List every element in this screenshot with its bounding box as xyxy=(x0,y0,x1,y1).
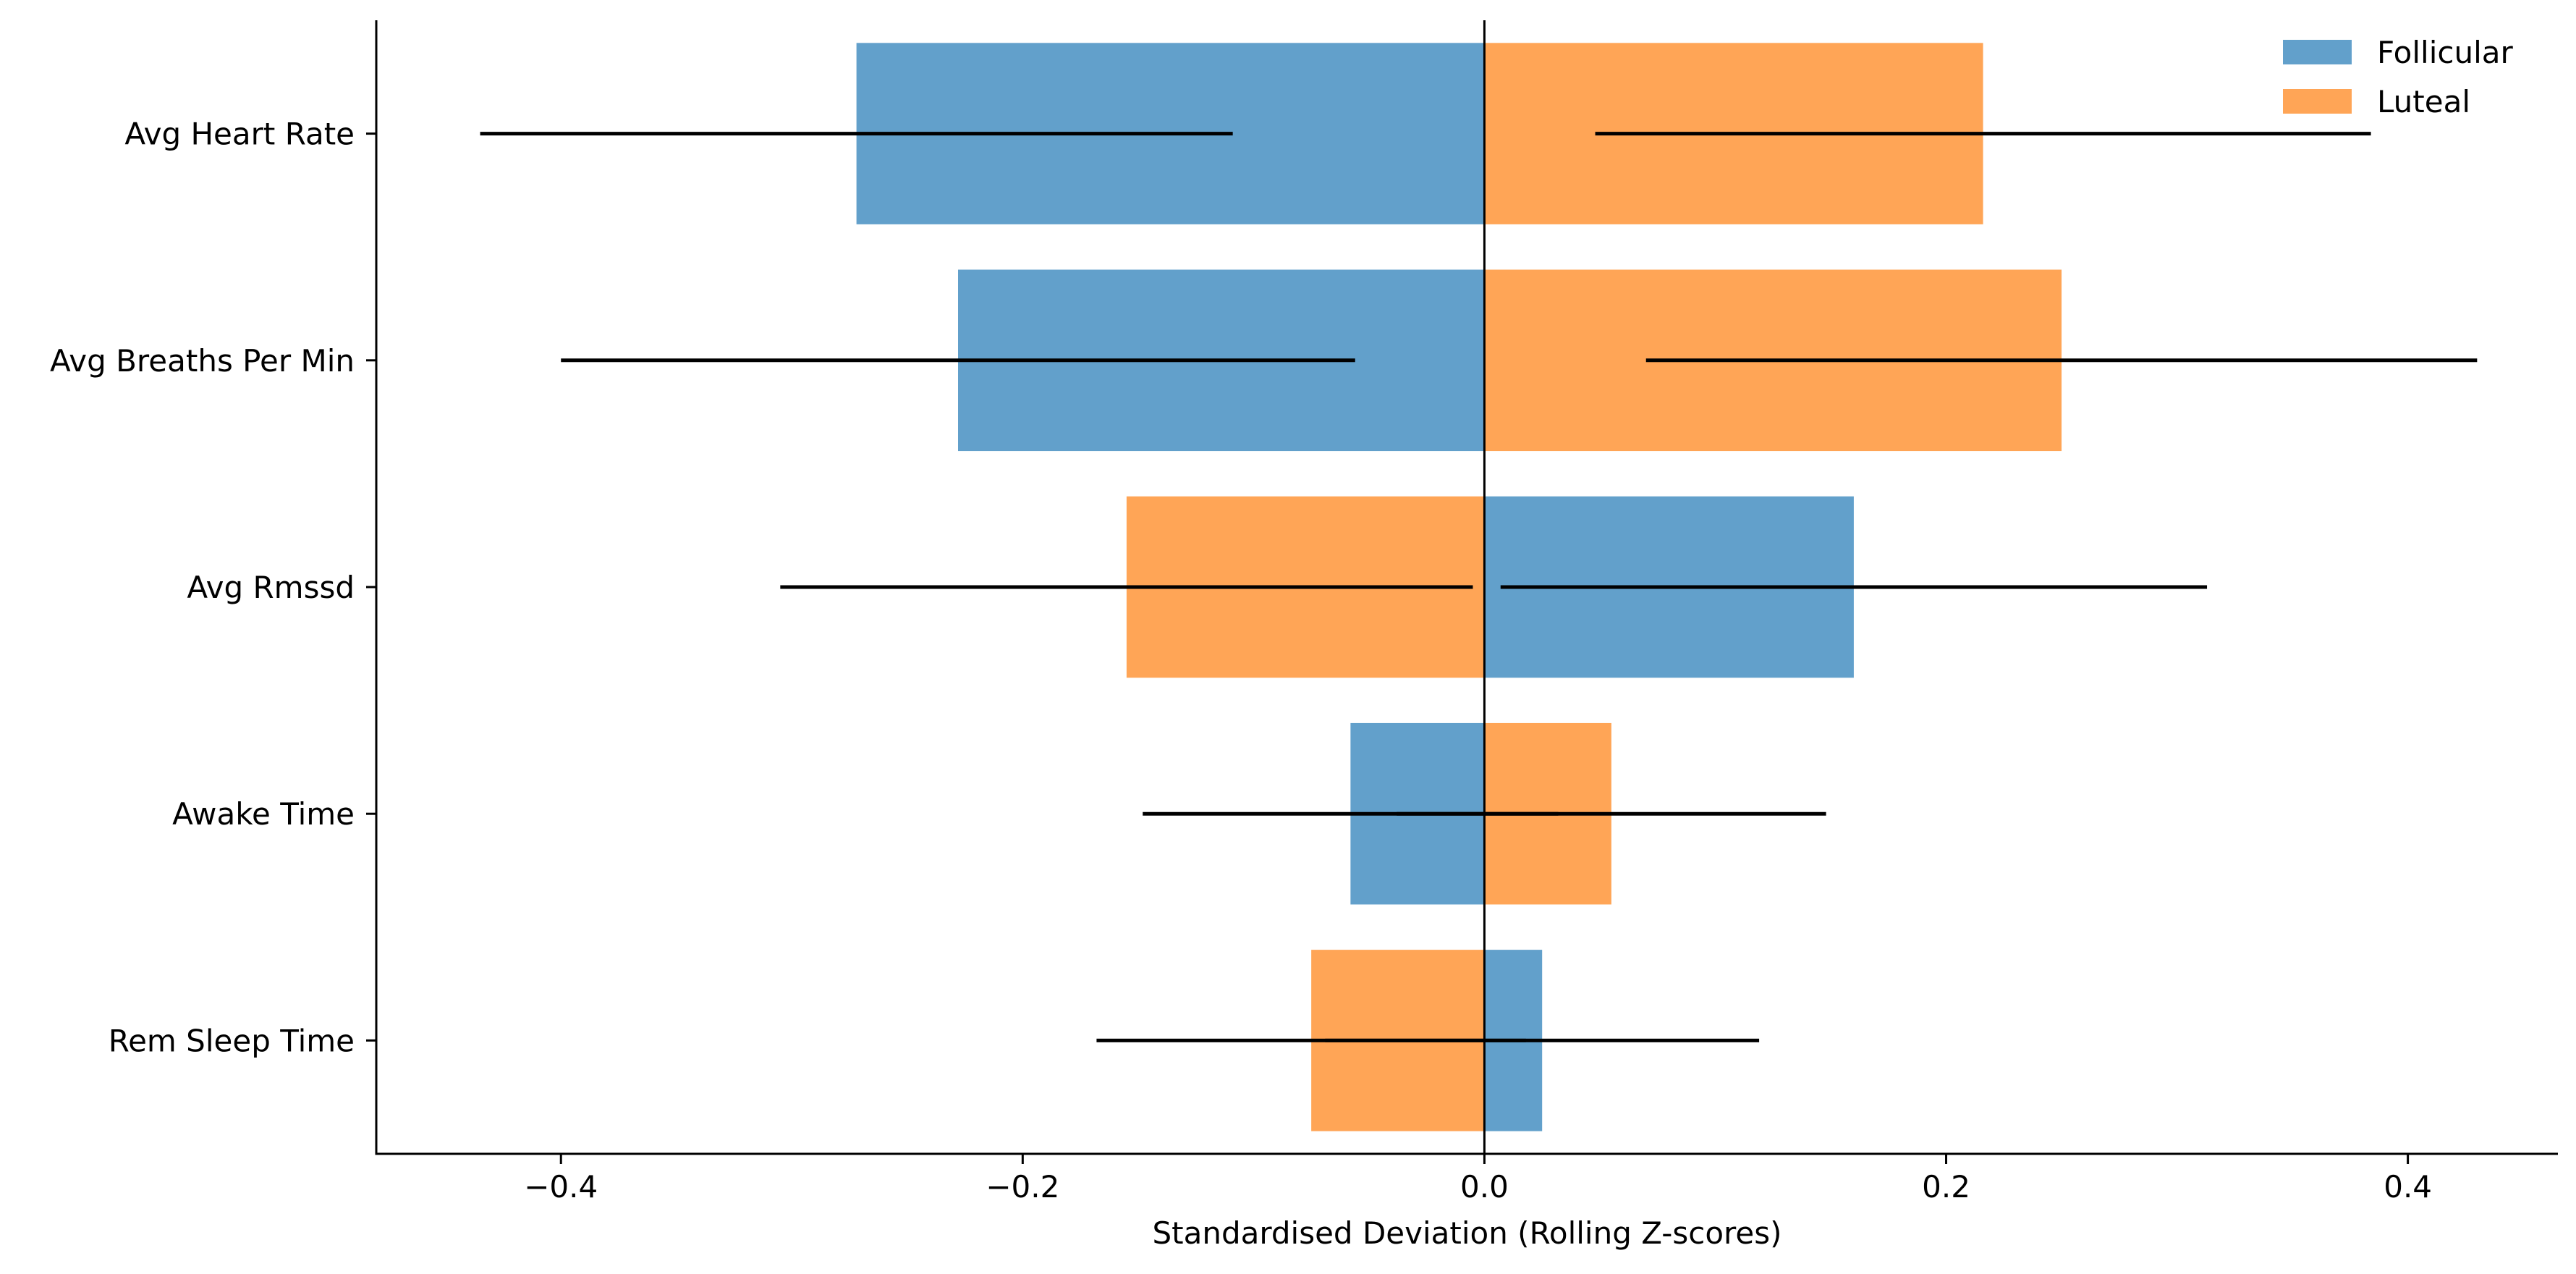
x-tick-label: −0.2 xyxy=(986,1169,1059,1205)
y-tick-label: Awake Time xyxy=(172,796,355,832)
x-tick-label: −0.4 xyxy=(524,1169,598,1205)
error-bars-layer xyxy=(480,132,2478,1042)
legend-label-follicular: Follicular xyxy=(2377,35,2513,70)
y-tick-label: Avg Rmssd xyxy=(187,570,355,605)
y-ticks: Avg Heart Rate Avg Breaths Per Min Avg Rms… xyxy=(50,117,376,1058)
y-tick-label: Avg Breaths Per Min xyxy=(50,343,355,379)
x-ticks: −0.4 −0.2 0.0 0.2 0.4 xyxy=(524,1154,2432,1205)
legend-swatch-follicular xyxy=(2283,40,2352,64)
y-tick-label: Rem Sleep Time xyxy=(109,1023,355,1058)
y-tick-label: Avg Heart Rate xyxy=(124,117,355,152)
legend-label-luteal: Luteal xyxy=(2377,84,2470,119)
x-axis-label: Standardised Deviation (Rolling Z-scores… xyxy=(1152,1215,1781,1251)
legend-swatch-luteal xyxy=(2283,89,2352,114)
x-tick-label: 0.0 xyxy=(1460,1169,1509,1205)
x-tick-label: 0.4 xyxy=(2384,1169,2432,1205)
legend: Follicular Luteal xyxy=(2283,35,2513,119)
x-tick-label: 0.2 xyxy=(1922,1169,1970,1205)
